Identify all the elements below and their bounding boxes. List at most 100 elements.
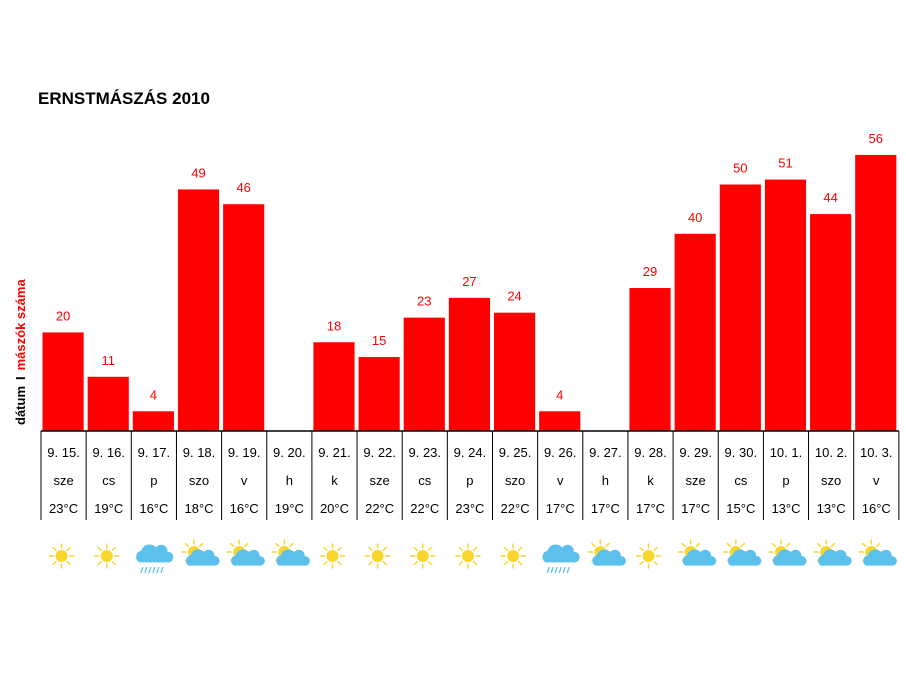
- sun-disc: [55, 550, 68, 562]
- sun-ray: [66, 560, 71, 566]
- bar: [494, 312, 536, 431]
- rain-cloud-icon: [136, 544, 174, 574]
- temperature-label: 20°C: [320, 501, 349, 516]
- date-label: 9. 26.: [544, 445, 577, 460]
- rain-drop: [550, 566, 554, 574]
- rain-drop: [144, 566, 148, 574]
- day-label: sze: [686, 473, 706, 488]
- chart-title: ERNSTMÁSZÁS 2010: [38, 89, 210, 108]
- temperature-label: 16°C: [230, 501, 259, 516]
- bar-value-label: 20: [56, 308, 70, 323]
- date-label: 9. 29.: [679, 445, 712, 460]
- sun-ray: [771, 542, 777, 548]
- sun-ray: [323, 560, 328, 566]
- bar-value-label: 46: [236, 180, 250, 195]
- temperature-label: 19°C: [94, 501, 123, 516]
- date-label: 9. 27.: [589, 445, 622, 460]
- date-label: 9. 21.: [318, 445, 351, 460]
- sun-ray: [862, 542, 867, 548]
- date-label: 9. 15.: [47, 445, 80, 460]
- bar: [313, 342, 355, 431]
- bar-value-label: 27: [462, 274, 476, 289]
- date-label: 9. 24.: [454, 445, 487, 460]
- cloud-shape: [592, 549, 626, 566]
- bar-value-label: 51: [778, 156, 792, 171]
- bar: [810, 214, 852, 431]
- sun-icon: [319, 543, 346, 569]
- bar-value-label: 44: [823, 190, 837, 205]
- sun-ray: [816, 542, 822, 548]
- day-label: v: [557, 473, 564, 488]
- bar: [403, 317, 445, 431]
- date-label: 9. 19.: [228, 445, 261, 460]
- day-label: p: [782, 473, 789, 488]
- temperature-label: 18°C: [185, 501, 214, 516]
- sun-ray: [97, 546, 102, 552]
- bar-value-label: 23: [417, 294, 431, 309]
- temperature-label: 16°C: [139, 501, 168, 516]
- date-label: 9. 25.: [499, 445, 532, 460]
- bar: [448, 297, 490, 431]
- day-label: szo: [505, 473, 525, 488]
- sun-ray: [639, 560, 644, 566]
- sun-icon: [500, 543, 526, 569]
- sun-ray: [275, 542, 280, 548]
- sun-ray: [427, 546, 433, 552]
- temperature-label: 23°C: [455, 501, 484, 516]
- sun-disc: [371, 550, 384, 562]
- rain-drop: [156, 566, 160, 574]
- day-label: szo: [821, 473, 841, 488]
- sun-ray: [831, 542, 836, 548]
- sun-ray: [229, 542, 235, 548]
- cloud-shape: [186, 549, 220, 566]
- sun-ray: [66, 546, 71, 552]
- day-label: szo: [189, 473, 209, 488]
- sun-ray: [323, 546, 328, 552]
- day-label: v: [241, 473, 248, 488]
- sun-cloud-icon: [768, 539, 807, 566]
- cloud-shape: [136, 544, 174, 563]
- date-label: 9. 17.: [138, 445, 171, 460]
- sun-ray: [517, 546, 523, 552]
- date-label: 10. 1.: [770, 445, 803, 460]
- sun-ray: [97, 560, 102, 566]
- sun-cloud-icon: [587, 539, 626, 566]
- sun-disc: [416, 550, 429, 562]
- sun-ray: [740, 542, 746, 548]
- cloud-shape: [542, 544, 580, 563]
- temperature-label: 19°C: [275, 501, 304, 516]
- rain-drop: [562, 566, 566, 574]
- date-label: 10. 3.: [860, 445, 893, 460]
- sun-ray: [337, 560, 342, 566]
- sun-ray: [517, 560, 523, 566]
- rain-drop: [546, 566, 550, 574]
- day-label: p: [466, 473, 473, 488]
- day-label: k: [331, 473, 338, 488]
- sun-ray: [244, 542, 249, 548]
- sun-disc: [100, 550, 113, 562]
- rain-drop: [160, 566, 164, 574]
- temperature-label: 22°C: [365, 501, 394, 516]
- sun-ray: [289, 542, 294, 548]
- day-label: cs: [102, 473, 116, 488]
- sun-ray: [368, 546, 373, 552]
- temperature-label: 22°C: [501, 501, 530, 516]
- sun-ray: [413, 560, 418, 566]
- rain-drop: [152, 566, 156, 574]
- day-label: sze: [53, 473, 73, 488]
- bar: [358, 357, 400, 431]
- temperature-label: 17°C: [546, 501, 575, 516]
- rain-cloud-icon: [542, 544, 580, 574]
- date-label: 10. 2.: [815, 445, 848, 460]
- bar-value-label: 24: [507, 289, 521, 304]
- date-label: 9. 30.: [725, 445, 758, 460]
- date-label: 9. 28.: [634, 445, 667, 460]
- temperature-label: 17°C: [681, 501, 710, 516]
- rain-drop: [558, 566, 562, 574]
- day-label: k: [647, 473, 654, 488]
- temperature-label: 23°C: [49, 501, 78, 516]
- sun-ray: [427, 560, 433, 566]
- sun-ray: [52, 546, 57, 552]
- day-label: v: [873, 473, 880, 488]
